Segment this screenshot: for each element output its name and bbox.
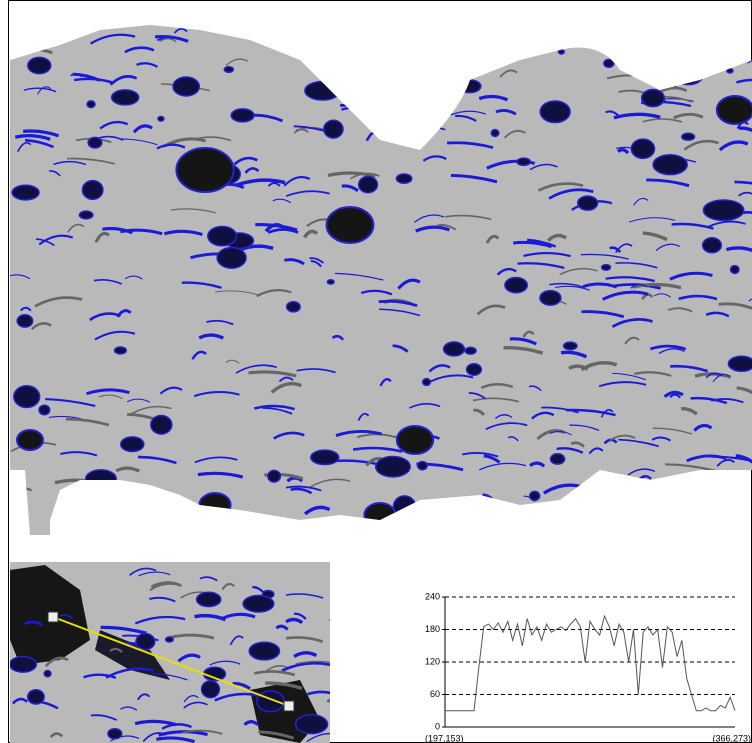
x-tick-label: (197,153) bbox=[425, 733, 464, 743]
pore bbox=[10, 657, 37, 673]
pore bbox=[376, 457, 410, 477]
pore bbox=[517, 158, 530, 165]
pore bbox=[717, 96, 752, 124]
pore bbox=[418, 461, 428, 469]
pore bbox=[642, 89, 665, 106]
pore bbox=[653, 155, 687, 175]
pore bbox=[166, 637, 174, 642]
x-tick-label: (366,273) bbox=[712, 733, 751, 743]
y-tick-label: 0 bbox=[435, 721, 440, 731]
y-tick-label: 120 bbox=[425, 656, 440, 666]
pore bbox=[731, 266, 739, 274]
profile-end bbox=[284, 701, 294, 711]
pore bbox=[359, 176, 378, 192]
pore bbox=[121, 437, 144, 452]
pore bbox=[44, 670, 51, 676]
screen: 0 60 120 180 240 (197,153) (366,273) bbox=[0, 0, 752, 743]
pore bbox=[208, 226, 237, 245]
pore bbox=[12, 185, 39, 200]
pore bbox=[703, 238, 722, 253]
pore bbox=[243, 595, 274, 612]
pore bbox=[249, 642, 279, 660]
pore bbox=[602, 265, 611, 271]
pore bbox=[82, 181, 102, 200]
pore bbox=[540, 291, 561, 306]
pore bbox=[88, 137, 102, 148]
pore bbox=[491, 130, 499, 137]
pore bbox=[703, 200, 743, 220]
pore bbox=[423, 379, 431, 386]
pore bbox=[296, 715, 328, 734]
pore bbox=[14, 386, 40, 408]
y-tick-label: 60 bbox=[430, 689, 440, 699]
pore bbox=[564, 342, 577, 350]
pore bbox=[87, 101, 95, 108]
pore bbox=[257, 691, 284, 712]
pore bbox=[202, 681, 220, 698]
profile-start bbox=[48, 612, 58, 622]
pore bbox=[467, 364, 482, 375]
pore bbox=[79, 211, 92, 219]
pore bbox=[728, 356, 752, 371]
pore bbox=[173, 77, 199, 96]
pore bbox=[224, 67, 233, 73]
pore bbox=[17, 315, 33, 327]
pore bbox=[505, 277, 527, 292]
pore bbox=[39, 405, 50, 415]
pore bbox=[136, 634, 155, 650]
pore bbox=[17, 430, 43, 450]
pore bbox=[578, 196, 598, 210]
pore bbox=[151, 415, 172, 434]
pore bbox=[28, 57, 51, 73]
y-tick-label: 240 bbox=[425, 591, 440, 601]
pore bbox=[311, 450, 339, 464]
pore bbox=[231, 109, 254, 122]
pore bbox=[396, 174, 411, 183]
pore bbox=[327, 280, 334, 284]
pore bbox=[176, 148, 233, 192]
profile-chart: 0 60 120 180 240 (197,153) (366,273) bbox=[425, 591, 751, 743]
pore bbox=[197, 592, 221, 606]
pore bbox=[631, 139, 654, 158]
pore bbox=[397, 426, 433, 454]
pore bbox=[530, 491, 540, 500]
pore bbox=[28, 690, 44, 704]
pore bbox=[115, 347, 127, 354]
pore bbox=[217, 248, 246, 269]
pore bbox=[324, 120, 343, 138]
pore bbox=[540, 101, 570, 123]
micrograph-inset bbox=[10, 562, 361, 743]
pore bbox=[465, 347, 476, 354]
pore bbox=[108, 729, 122, 739]
y-tick-label: 180 bbox=[425, 624, 440, 634]
pore bbox=[558, 50, 564, 54]
pore bbox=[158, 116, 164, 121]
pore bbox=[444, 342, 465, 356]
pore bbox=[327, 207, 374, 243]
pore bbox=[112, 90, 139, 105]
pore bbox=[268, 470, 281, 482]
pore bbox=[551, 454, 565, 464]
pore bbox=[682, 133, 695, 140]
pore bbox=[287, 302, 301, 312]
